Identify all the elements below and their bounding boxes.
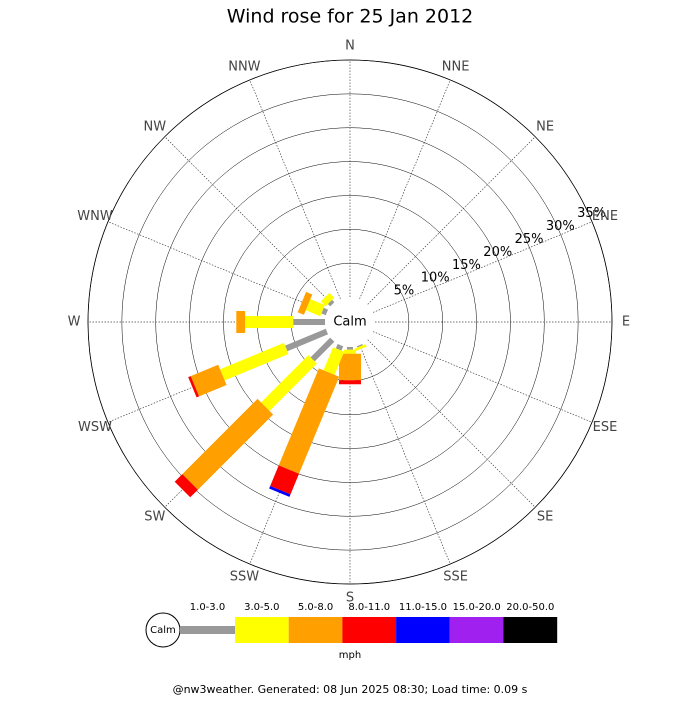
ring-label: 10% bbox=[421, 271, 450, 286]
direction-label: N bbox=[345, 39, 355, 54]
legend-swatch bbox=[449, 617, 504, 643]
spoke bbox=[367, 136, 536, 305]
rose-segment bbox=[174, 474, 198, 498]
rose-segment bbox=[278, 368, 340, 474]
rose-segment bbox=[335, 343, 344, 351]
rose-segment bbox=[293, 319, 325, 325]
footer: @nw3weather. Generated: 08 Jun 2025 08:3… bbox=[173, 683, 528, 696]
unit-label: mph bbox=[339, 650, 361, 661]
rose-segment bbox=[344, 349, 356, 354]
legend-label: 3.0-5.0 bbox=[244, 602, 279, 613]
rose-segment bbox=[188, 376, 200, 398]
direction-label: SSE bbox=[443, 569, 468, 584]
rose-segment bbox=[327, 299, 335, 307]
legend-label: 5.0-8.0 bbox=[298, 602, 333, 613]
direction-label: WSW bbox=[78, 420, 112, 435]
rose-segment bbox=[190, 364, 227, 397]
legend-label: 8.0-11.0 bbox=[348, 602, 390, 613]
spoke bbox=[372, 331, 593, 423]
calm-circle bbox=[325, 297, 375, 347]
legend-swatch bbox=[503, 617, 558, 643]
direction-label: NNW bbox=[228, 60, 260, 75]
rose-segment bbox=[339, 353, 361, 381]
rose-segment bbox=[320, 292, 335, 307]
chart-title: Wind rose for 25 Jan 2012 bbox=[227, 6, 474, 28]
ring-label: 20% bbox=[483, 245, 512, 260]
direction-label: NW bbox=[144, 119, 167, 134]
rose-segment bbox=[347, 347, 353, 350]
legend-swatch bbox=[396, 617, 450, 643]
rose-segment bbox=[261, 355, 317, 411]
direction-label: SW bbox=[144, 510, 165, 525]
ring bbox=[87, 59, 613, 585]
direction-label: ENE bbox=[592, 209, 618, 224]
direction-label: NE bbox=[536, 119, 554, 134]
rose-segment bbox=[297, 291, 313, 315]
direction-label: NNE bbox=[442, 60, 470, 75]
ring-label: 15% bbox=[452, 258, 481, 273]
rose-segment bbox=[310, 337, 335, 362]
spoke bbox=[164, 136, 333, 305]
direction-label: W bbox=[68, 315, 81, 330]
direction-label: S bbox=[346, 591, 354, 606]
rose-segment bbox=[339, 380, 361, 385]
direction-label: E bbox=[622, 315, 630, 330]
direction-label: SE bbox=[537, 510, 553, 525]
legend-label: 1.0-3.0 bbox=[190, 602, 225, 613]
legend-calm-label: Calm bbox=[150, 625, 176, 636]
legend-swatch bbox=[288, 617, 343, 643]
ring bbox=[223, 195, 477, 449]
rose-segment bbox=[236, 311, 246, 333]
rose-segment bbox=[270, 465, 299, 495]
rose-segment bbox=[220, 342, 289, 381]
spoke bbox=[372, 221, 593, 313]
rose-segment bbox=[245, 316, 294, 328]
ring-label: 5% bbox=[394, 284, 415, 299]
legend-swatch bbox=[235, 617, 289, 643]
ring bbox=[121, 93, 579, 551]
spoke bbox=[367, 339, 536, 508]
spoke bbox=[359, 79, 451, 300]
rose-segment bbox=[285, 328, 329, 352]
rose-segment bbox=[321, 307, 329, 316]
rose-segment bbox=[354, 344, 367, 352]
ring-label: 30% bbox=[546, 219, 575, 234]
legend-swatch bbox=[342, 617, 397, 643]
legend-swatch bbox=[180, 626, 235, 634]
direction-label: SSW bbox=[230, 569, 260, 584]
spoke bbox=[249, 79, 341, 300]
calm-label: Calm bbox=[333, 315, 366, 330]
legend-label: 11.0-15.0 bbox=[399, 602, 447, 613]
rose-segment bbox=[356, 343, 363, 348]
spoke bbox=[107, 221, 328, 313]
rose-segment bbox=[305, 299, 325, 317]
legend-label: 20.0-50.0 bbox=[506, 602, 554, 613]
ring-label: 25% bbox=[515, 232, 544, 247]
rose-segment bbox=[182, 398, 274, 490]
legend-label: 15.0-20.0 bbox=[453, 602, 501, 613]
direction-label: WNW bbox=[77, 209, 113, 224]
rose-segment bbox=[269, 486, 291, 497]
rose-segment bbox=[323, 347, 345, 375]
direction-label: ESE bbox=[593, 420, 618, 435]
spoke bbox=[359, 344, 451, 565]
ring-label: 35% bbox=[577, 206, 606, 221]
